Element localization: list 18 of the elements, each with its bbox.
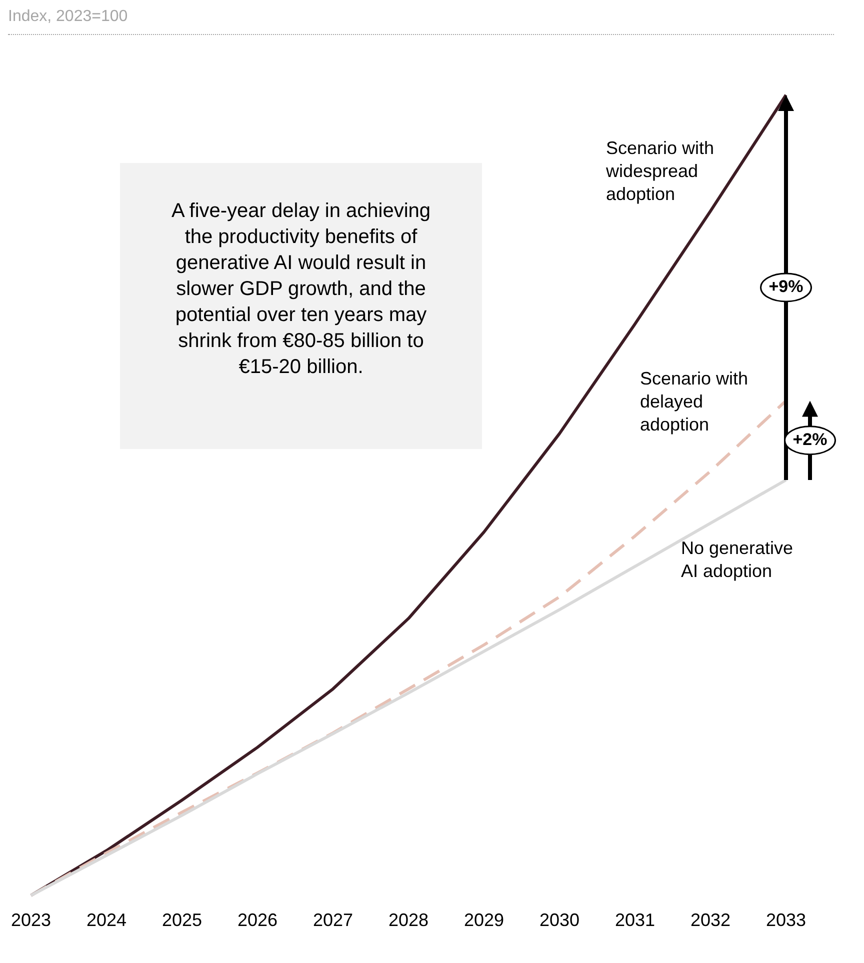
chart-subtitle: Index, 2023=100 bbox=[8, 8, 834, 35]
x-tick-label: 2023 bbox=[11, 910, 52, 930]
series-label: Scenario with widespread adoption bbox=[605, 138, 714, 204]
x-tick-label: 2028 bbox=[388, 910, 429, 930]
x-tick-label: 2029 bbox=[464, 910, 504, 930]
x-tick-label: 2025 bbox=[162, 910, 202, 930]
annotation: +9% bbox=[768, 277, 804, 296]
series-label: No generative AI adoption bbox=[681, 538, 794, 581]
annotation: +2% bbox=[792, 430, 828, 450]
series-label: Scenario with delayed adoption bbox=[640, 368, 748, 435]
x-tick-label: 2033 bbox=[766, 910, 806, 930]
x-tick-label: 2027 bbox=[312, 910, 354, 930]
x-tick-label: 2032 bbox=[690, 910, 731, 930]
x-tick-label: 2031 bbox=[614, 910, 656, 930]
x-tick-label: 2030 bbox=[539, 910, 580, 930]
x-tick-label: 2026 bbox=[237, 910, 278, 930]
annotation: A five-year delay in achieving the productivity benefits of generative AI would result in slower GDP growth, and the potential over ten years may shrink from €80-85 billion to €15-20 billion. bbox=[170, 199, 432, 380]
x-tick-label: 2024 bbox=[86, 910, 127, 930]
